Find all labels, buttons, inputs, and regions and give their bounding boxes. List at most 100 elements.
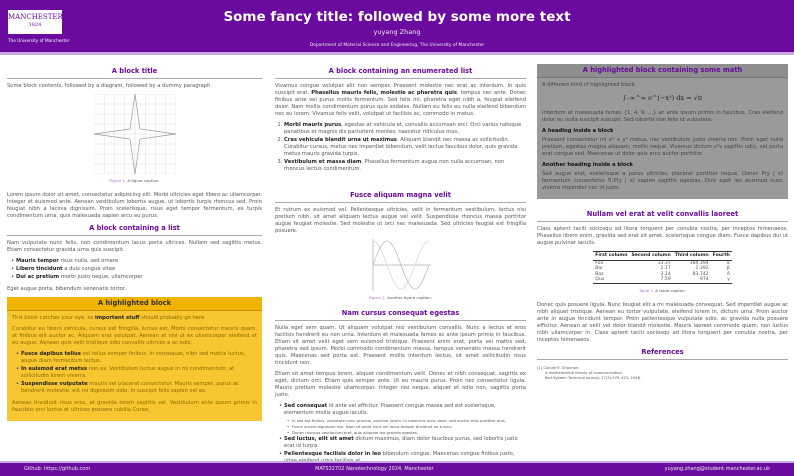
block-text: Some block contents, followed by a diagr… <box>7 83 213 89</box>
cell: Foo <box>595 260 604 266</box>
list-item: Fusce dapibus tellus vel tellus semper f… <box>16 351 257 365</box>
list-item: Cras vehicula blandit urna ut maximus. A… <box>284 137 526 158</box>
block-title: Fusce aliquam magna velit <box>275 191 526 203</box>
block-text: Class aptent taciti sociosqu ad litora t… <box>537 226 788 246</box>
enumerated-list: Morbi mauris purus, egestas at vehicula … <box>284 122 526 173</box>
left-column: A block title Some block contents, follo… <box>7 64 262 421</box>
block-text: Eget augue porta, bibendum venenatis tor… <box>7 286 127 292</box>
sub-item: Donec rhoncus vestibulum erat, quis aliq… <box>287 430 526 435</box>
figure-label: Figure 1. <box>109 178 127 183</box>
bullet-list: Sed consequat id ante vel efficitur. Pra… <box>279 403 526 465</box>
block-text: Nam vulputate nunc felis, non condimentu… <box>7 240 262 253</box>
table-header-row: First column Second column Third column Fou… <box>593 251 732 261</box>
cell: 7.59 <box>660 277 671 283</box>
logo-text: MANCHESTER <box>8 13 63 21</box>
cell: γ <box>727 277 730 283</box>
text: should probably go here. <box>139 315 206 321</box>
caption-text: A table caption. <box>655 287 686 293</box>
block-text: Etiam sit amet tempus lorem, aliquet con… <box>275 371 526 398</box>
column-header: First column <box>593 251 630 261</box>
cell: 2.17 <box>660 266 671 272</box>
block-text: A different kind of highlighted block. <box>542 82 637 88</box>
item-text: non ex. Vestibulum luctus augue in mi co… <box>21 366 235 379</box>
cell: α <box>726 260 730 266</box>
item-bold: Sed luctus, elit sit amet <box>284 436 354 442</box>
star-diagram-figure <box>93 94 176 174</box>
list-item: Suspendisse vulputate mauris vel placera… <box>16 381 257 395</box>
sine-cosine-figure <box>372 239 431 291</box>
cell: 83,742 <box>692 271 709 277</box>
bullet-list: Mauris tempor risus nulla, sed ornare Li… <box>11 258 262 281</box>
text: Vivamus congue volutpat elit non semper.… <box>275 83 526 96</box>
table-row: Qux 7.59 974 γ <box>593 277 732 283</box>
list-item: Vestibulum et massa diam. Phasellus ferm… <box>284 159 526 173</box>
item-text: mauris vel placerat consectetur. Mauris … <box>21 381 239 394</box>
figure-label: Figure 2. <box>368 295 386 300</box>
block-title: A block containing a list <box>7 224 262 236</box>
block-text: Curabitur eu libero vehicula, cursus est… <box>12 326 257 346</box>
item-text: . Phasellus fermentum augue non nulla ac… <box>284 159 505 172</box>
university-logo: MANCHESTER 1824 The University of Manches… <box>8 10 70 48</box>
cell: Qux <box>595 277 605 283</box>
list-item: Sed consequat id ante vel efficitur. Pra… <box>279 403 526 435</box>
text: , tempus nec ante. Donec finibus ante ve… <box>275 90 527 117</box>
block-heading: A heading inside a block <box>542 128 614 134</box>
item-bold: Pellentesque facilisis dolor in leo <box>284 451 381 457</box>
sub-item: In sed est finibus, vulputate nunc gravi… <box>287 418 526 423</box>
poster-header: MANCHESTER 1824 The University of Manches… <box>0 0 794 55</box>
table-caption: Table 1. A table caption. <box>537 287 788 294</box>
item-text: . Aliquam blandit nec massa ac sollicitu… <box>284 137 518 157</box>
block-text: Et rutrum ex euismod vel. Pellentesque u… <box>275 207 526 234</box>
table-row: Bar 2.17 1,392 β <box>593 266 732 272</box>
star-shape <box>93 94 176 174</box>
block-text: Interdum et malesuada fames {1, 4, 9, …}… <box>542 110 783 123</box>
item-text: vel tellus semper finibus. In consequat,… <box>21 351 246 364</box>
list-item: Sed luctus, elit sit amet dictum maximus… <box>279 436 526 450</box>
block-title: Nam cursus consequat egestas <box>275 309 526 321</box>
ref-journal: Bell System Technical Journal, 27(3):379… <box>545 375 642 380</box>
sub-item: Fusce ornare dignissim nisi. Nam sit ame… <box>287 424 526 429</box>
item-bold: Libero tincidunt <box>16 266 63 272</box>
text-bold: Phasellus mauris felis, molestie ac phar… <box>311 90 457 96</box>
block-heading: Another heading inside a block <box>542 162 634 168</box>
block-title: A highlighted block <box>7 297 262 311</box>
middle-column: A block containing an enumerated list Vi… <box>275 64 526 470</box>
item-text: risus nulla, sed ornare <box>58 258 119 264</box>
list-item: Mauris tempor risus nulla, sed ornare <box>11 258 262 265</box>
caption-text: A figure caption. <box>127 178 160 183</box>
item-text: a duis congue vitae <box>62 266 116 272</box>
cell: 13.37 <box>657 260 671 266</box>
course-info: MATS32702 Nanotechnology 2024, Mancheste… <box>315 466 434 472</box>
item-bold: Morbi mauris purus <box>284 122 342 128</box>
figure-caption: Figure 2. Another figure caption. <box>275 294 526 301</box>
right-column: A highlighted block containing some math… <box>537 64 788 380</box>
github-link[interactable]: Github: https://github.com <box>24 466 91 472</box>
item-bold: Mauris tempor <box>16 258 59 264</box>
item-text: dictum maximus, diam dolor faucibus puru… <box>284 436 518 449</box>
highlighted-block: A highlighted block This block catches y… <box>7 297 262 421</box>
item-bold: Vestibulum et massa diam <box>284 159 362 165</box>
block-text: Lorem ipsum dolor sit amet, consectetur … <box>7 192 262 219</box>
item-text: , egestas at vehicula et, convallis accu… <box>284 122 522 135</box>
text-bold: important stuff <box>95 315 140 321</box>
column-header: Second column <box>629 251 673 261</box>
block-text: Praesent consectetur mi x² + y² metus, n… <box>542 137 783 157</box>
cell: δ <box>726 271 730 277</box>
cell: β <box>726 266 730 272</box>
cell: Bar <box>595 266 604 272</box>
cell: Baz <box>595 271 604 277</box>
author: yuyang Zhang <box>373 28 421 36</box>
email-link[interactable]: yuyang.zhang@student.manchester.ac.uk <box>664 466 770 472</box>
sine-curve <box>372 240 429 290</box>
ref-title: A mathematical theory of communication. <box>545 370 623 375</box>
sub-list: In sed est finibus, vulputate nunc gravi… <box>287 418 526 435</box>
block-title: Nullam vel erat at velit convallis laore… <box>537 210 788 222</box>
logo-subtitle: The University of Manchester <box>8 38 70 43</box>
cell: 3.14 <box>660 271 671 277</box>
item-bold: Cras vehicula blandit urna ut maximus <box>284 137 397 143</box>
block-title: A block containing an enumerated list <box>275 67 526 79</box>
cell: 974 <box>699 277 709 283</box>
column-header: Third column <box>672 251 711 261</box>
table-row: Baz 3.14 83,742 δ <box>593 272 732 278</box>
bullet-list: Fusce dapibus tellus vel tellus semper f… <box>16 351 257 395</box>
